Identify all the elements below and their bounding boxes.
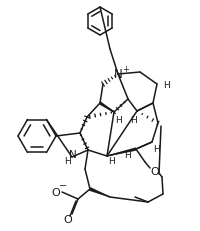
Text: −: −: [59, 180, 67, 190]
Text: O: O: [51, 187, 60, 197]
Text: H: H: [130, 116, 137, 125]
Text: H: H: [115, 116, 122, 125]
Text: O: O: [150, 166, 159, 176]
Text: H: H: [162, 80, 169, 89]
Text: N: N: [113, 68, 122, 81]
Polygon shape: [99, 102, 114, 113]
Text: O: O: [63, 214, 72, 224]
Text: H: H: [64, 157, 71, 166]
Polygon shape: [89, 188, 110, 198]
Text: H: H: [124, 150, 131, 159]
Text: N: N: [69, 149, 76, 159]
Polygon shape: [106, 148, 136, 157]
Text: H: H: [108, 157, 115, 166]
Text: H: H: [153, 145, 160, 154]
Text: +: +: [122, 65, 129, 74]
